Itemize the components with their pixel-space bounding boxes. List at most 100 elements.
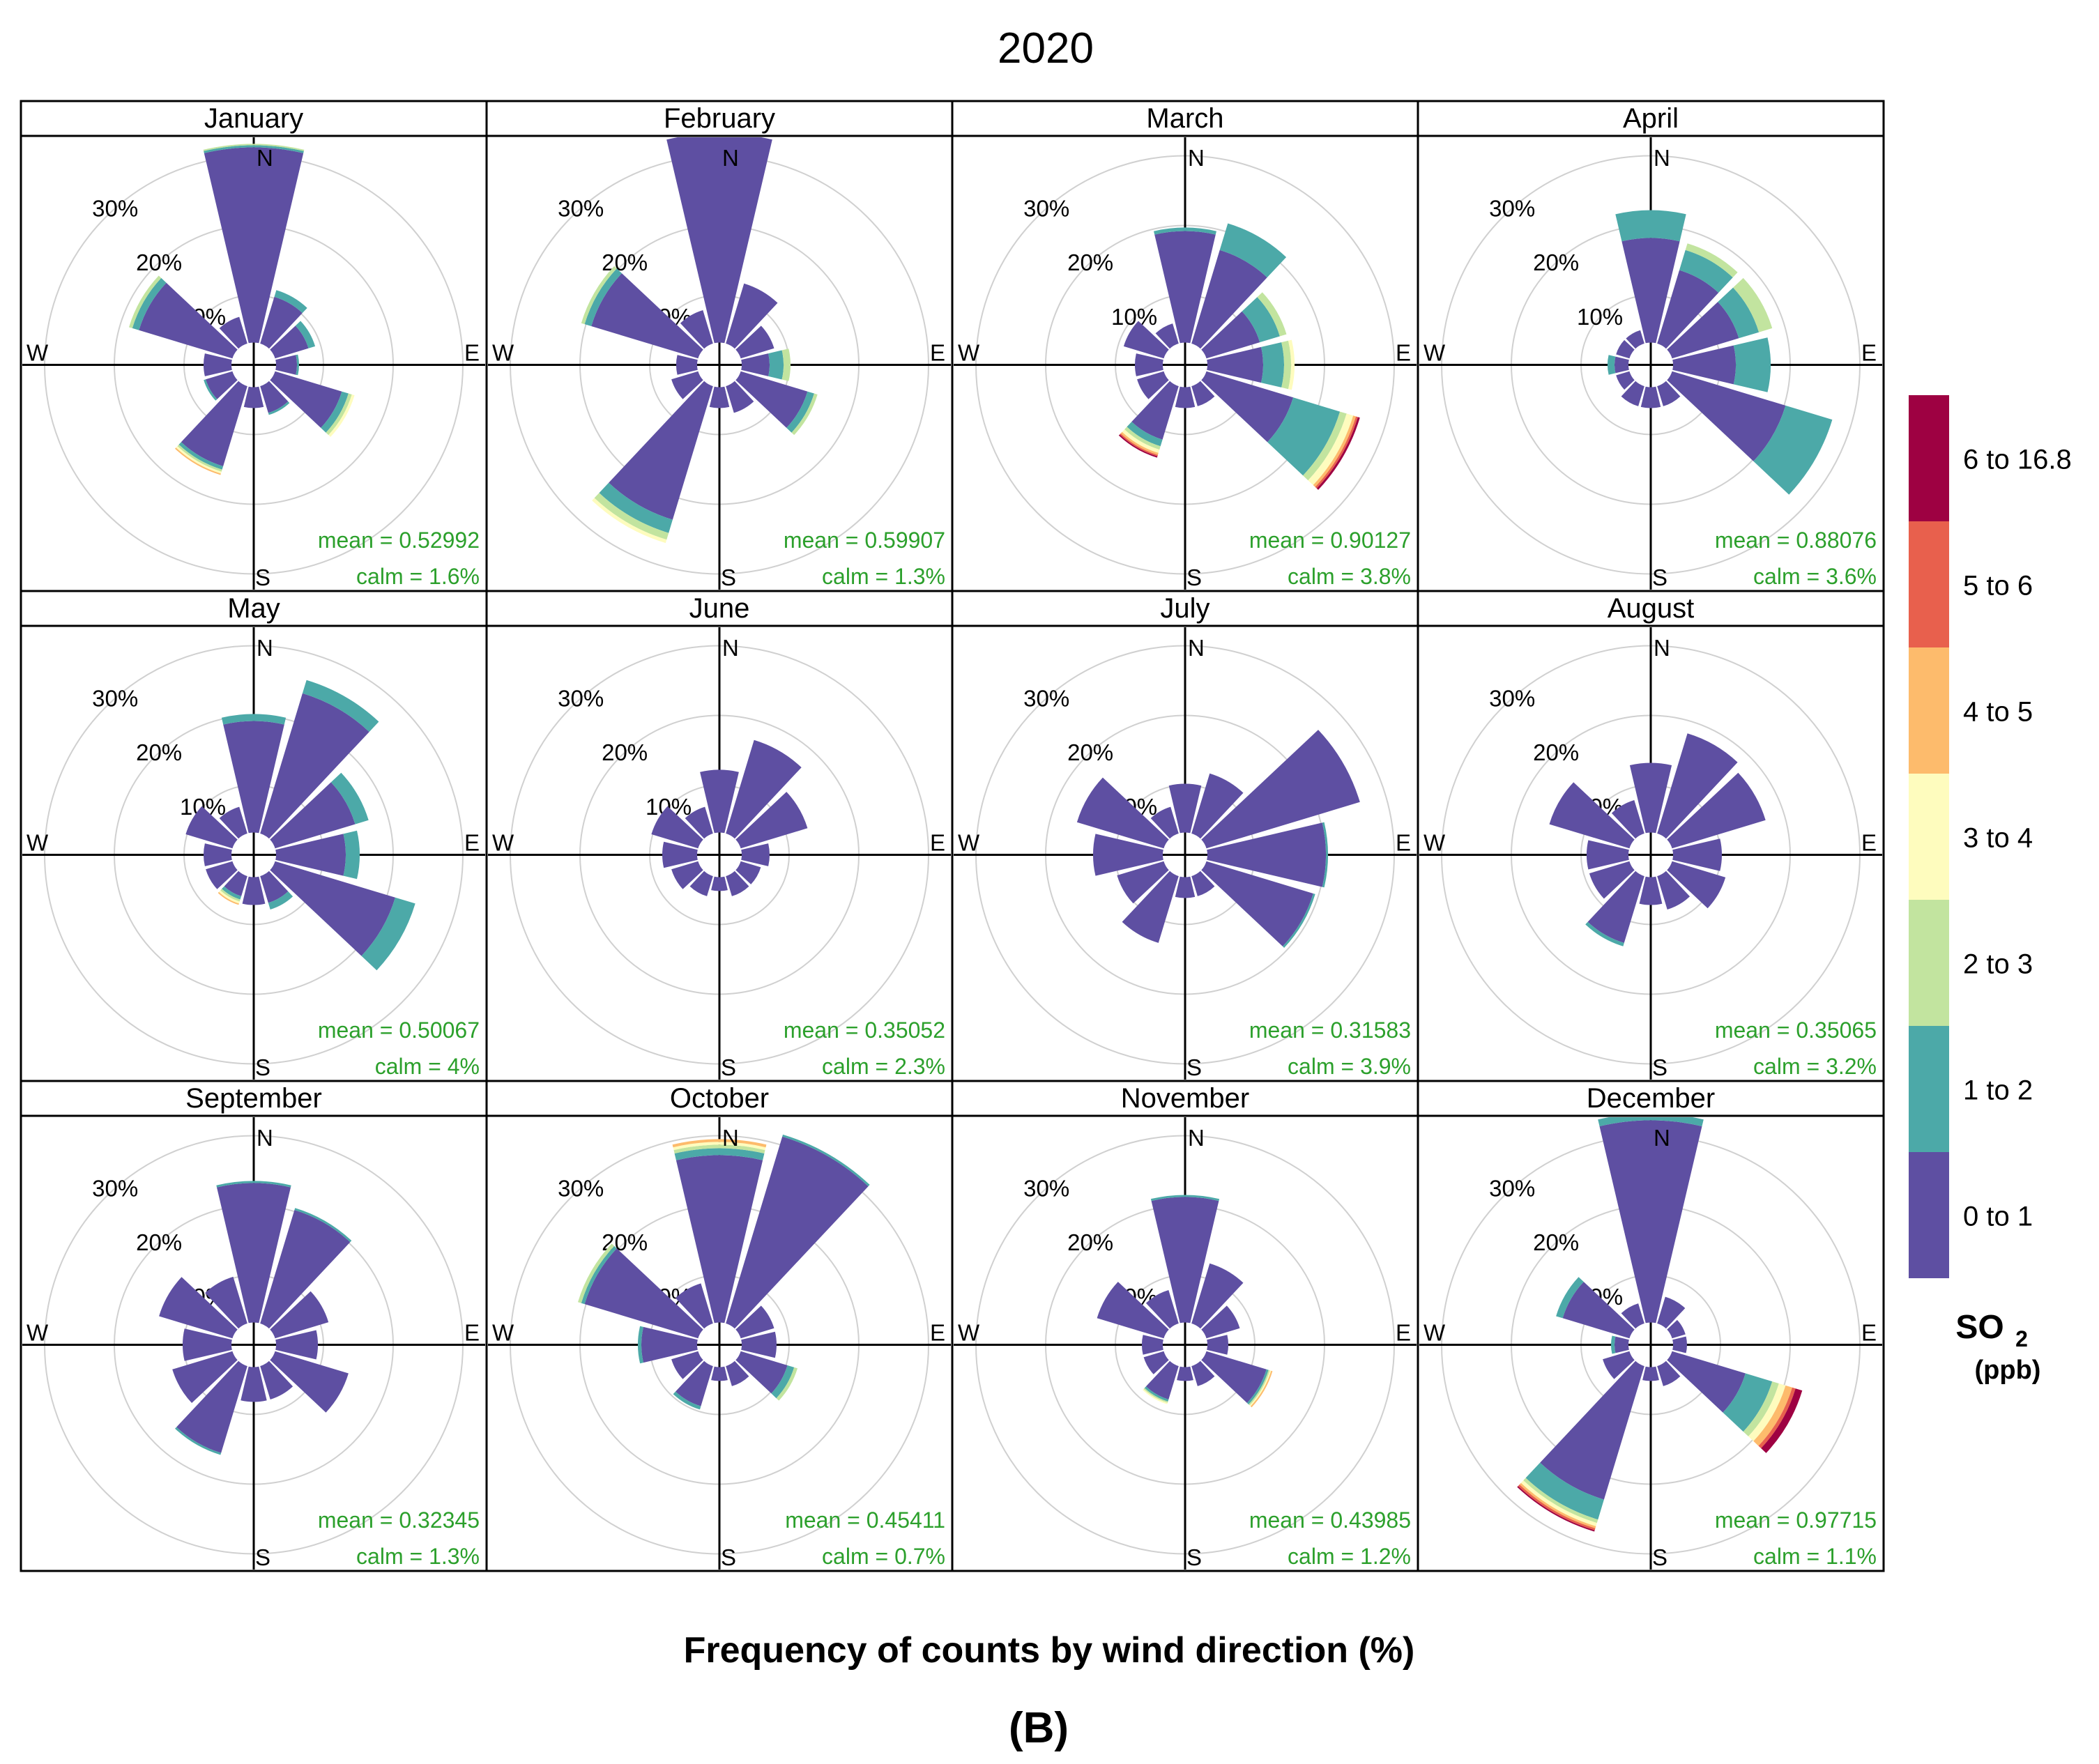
mean-label: mean = 0.31583: [1249, 1018, 1411, 1043]
panel-plot: 10%20%30%: [488, 627, 951, 1080]
compass-label: E: [930, 1320, 945, 1346]
wind-sector: [206, 861, 238, 889]
wind-sector: [1599, 1120, 1702, 1324]
compass-label: S: [1186, 565, 1202, 590]
wind-sector: [1316, 417, 1360, 490]
ring-label: 10%: [1111, 304, 1157, 330]
compass-label: W: [26, 830, 49, 856]
ring-label: 30%: [92, 195, 138, 221]
wind-sector: [1261, 342, 1284, 388]
wind-sector: [260, 296, 303, 349]
ring-label: 20%: [602, 250, 648, 275]
compass-label: N: [722, 145, 739, 171]
compass-label: S: [255, 1054, 270, 1080]
wind-sector: [1615, 1336, 1629, 1353]
wind-sector: [768, 350, 784, 380]
mean-label: mean = 0.50067: [318, 1018, 480, 1043]
wind-sector: [1207, 822, 1327, 887]
panel-title: February: [664, 103, 775, 134]
wind-sector: [581, 266, 617, 325]
wind-sector: [1626, 330, 1644, 349]
panel-title: January: [204, 103, 303, 134]
wind-sector: [270, 1351, 349, 1413]
wind-sector: [206, 371, 238, 399]
compass-label: N: [1654, 635, 1670, 661]
compass-label: N: [1654, 1125, 1670, 1151]
wind-sector: [1145, 1290, 1179, 1329]
wind-sector: [219, 316, 247, 349]
wind-sector: [1191, 773, 1244, 839]
wind-sector: [1525, 1462, 1604, 1520]
wind-sector: [177, 444, 222, 472]
wind-sector: [662, 841, 698, 868]
panel-title: May: [227, 593, 280, 624]
wind-sector: [1137, 371, 1169, 399]
wind-sector: [672, 1139, 767, 1148]
wind-sector: [1587, 871, 1644, 943]
wind-sector: [1607, 355, 1616, 375]
panel-plot: 10%20%30%: [22, 137, 485, 590]
wind-sector: [1758, 1387, 1796, 1448]
wind-sector: [204, 147, 304, 344]
wind-sector: [270, 325, 309, 359]
wind-sector: [735, 1351, 788, 1394]
compass-label: E: [930, 830, 945, 856]
panel-strip: [20, 590, 488, 627]
wind-sector: [1679, 250, 1733, 293]
wind-sector: [204, 843, 232, 866]
wind-sector: [1257, 292, 1287, 337]
wind-sector: [1589, 861, 1635, 899]
compass-label: E: [1396, 340, 1411, 366]
wind-sector: [1733, 277, 1773, 332]
ring-label: 30%: [1023, 1175, 1069, 1201]
wind-sector: [139, 282, 238, 359]
compass-label: S: [255, 565, 270, 590]
wind-sector: [1540, 1360, 1644, 1500]
wind-sector: [676, 1360, 713, 1406]
wind-sector: [328, 394, 355, 437]
wind-sector: [1150, 1195, 1220, 1202]
ring-label: 20%: [1067, 1229, 1113, 1255]
wind-sector: [594, 493, 669, 540]
wind-sector: [1118, 434, 1158, 458]
panel-title: June: [689, 593, 750, 624]
wind-sector: [1154, 231, 1216, 344]
wind-sector: [1207, 1335, 1229, 1355]
wind-sector: [1621, 1303, 1644, 1329]
ring-label: 30%: [1023, 195, 1069, 221]
ring-label: 20%: [136, 250, 182, 275]
wind-sector: [1616, 339, 1635, 359]
wind-sector: [1520, 1480, 1597, 1526]
wind-sector: [1191, 381, 1215, 406]
wind-sector: [1127, 422, 1163, 447]
wind-sector: [220, 889, 241, 902]
legend-swatch: [1909, 1026, 1949, 1152]
ring-label: 20%: [1533, 739, 1579, 765]
wind-sector: [1313, 415, 1357, 487]
wind-sector: [1315, 416, 1358, 489]
panel-strip: [951, 590, 1419, 627]
wind-sector: [1191, 1263, 1244, 1329]
wind-sector: [260, 871, 289, 903]
mean-label: mean = 0.43985: [1249, 1508, 1411, 1533]
wind-sector: [1207, 346, 1263, 383]
wind-sector: [159, 1277, 238, 1339]
legend-unit: (ppb): [1975, 1356, 2041, 1385]
wind-sector: [1672, 1336, 1687, 1353]
wind-sector: [673, 1391, 701, 1410]
legend: 0 to 1 1 to 2 2 to 3 3 to 4 4 to 5 5 to 6 6 to…: [1909, 395, 2072, 1385]
compass-label: S: [255, 1544, 270, 1570]
wind-sector: [771, 1365, 795, 1399]
panel-title: August: [1608, 593, 1695, 624]
panel-plot: 10%20%30%: [488, 137, 951, 590]
wind-sector: [638, 1326, 643, 1364]
wind-sector: [1672, 838, 1722, 871]
wind-sector: [219, 890, 240, 904]
compass-label: E: [1396, 1320, 1411, 1346]
mean-label: mean = 0.35065: [1715, 1018, 1877, 1043]
